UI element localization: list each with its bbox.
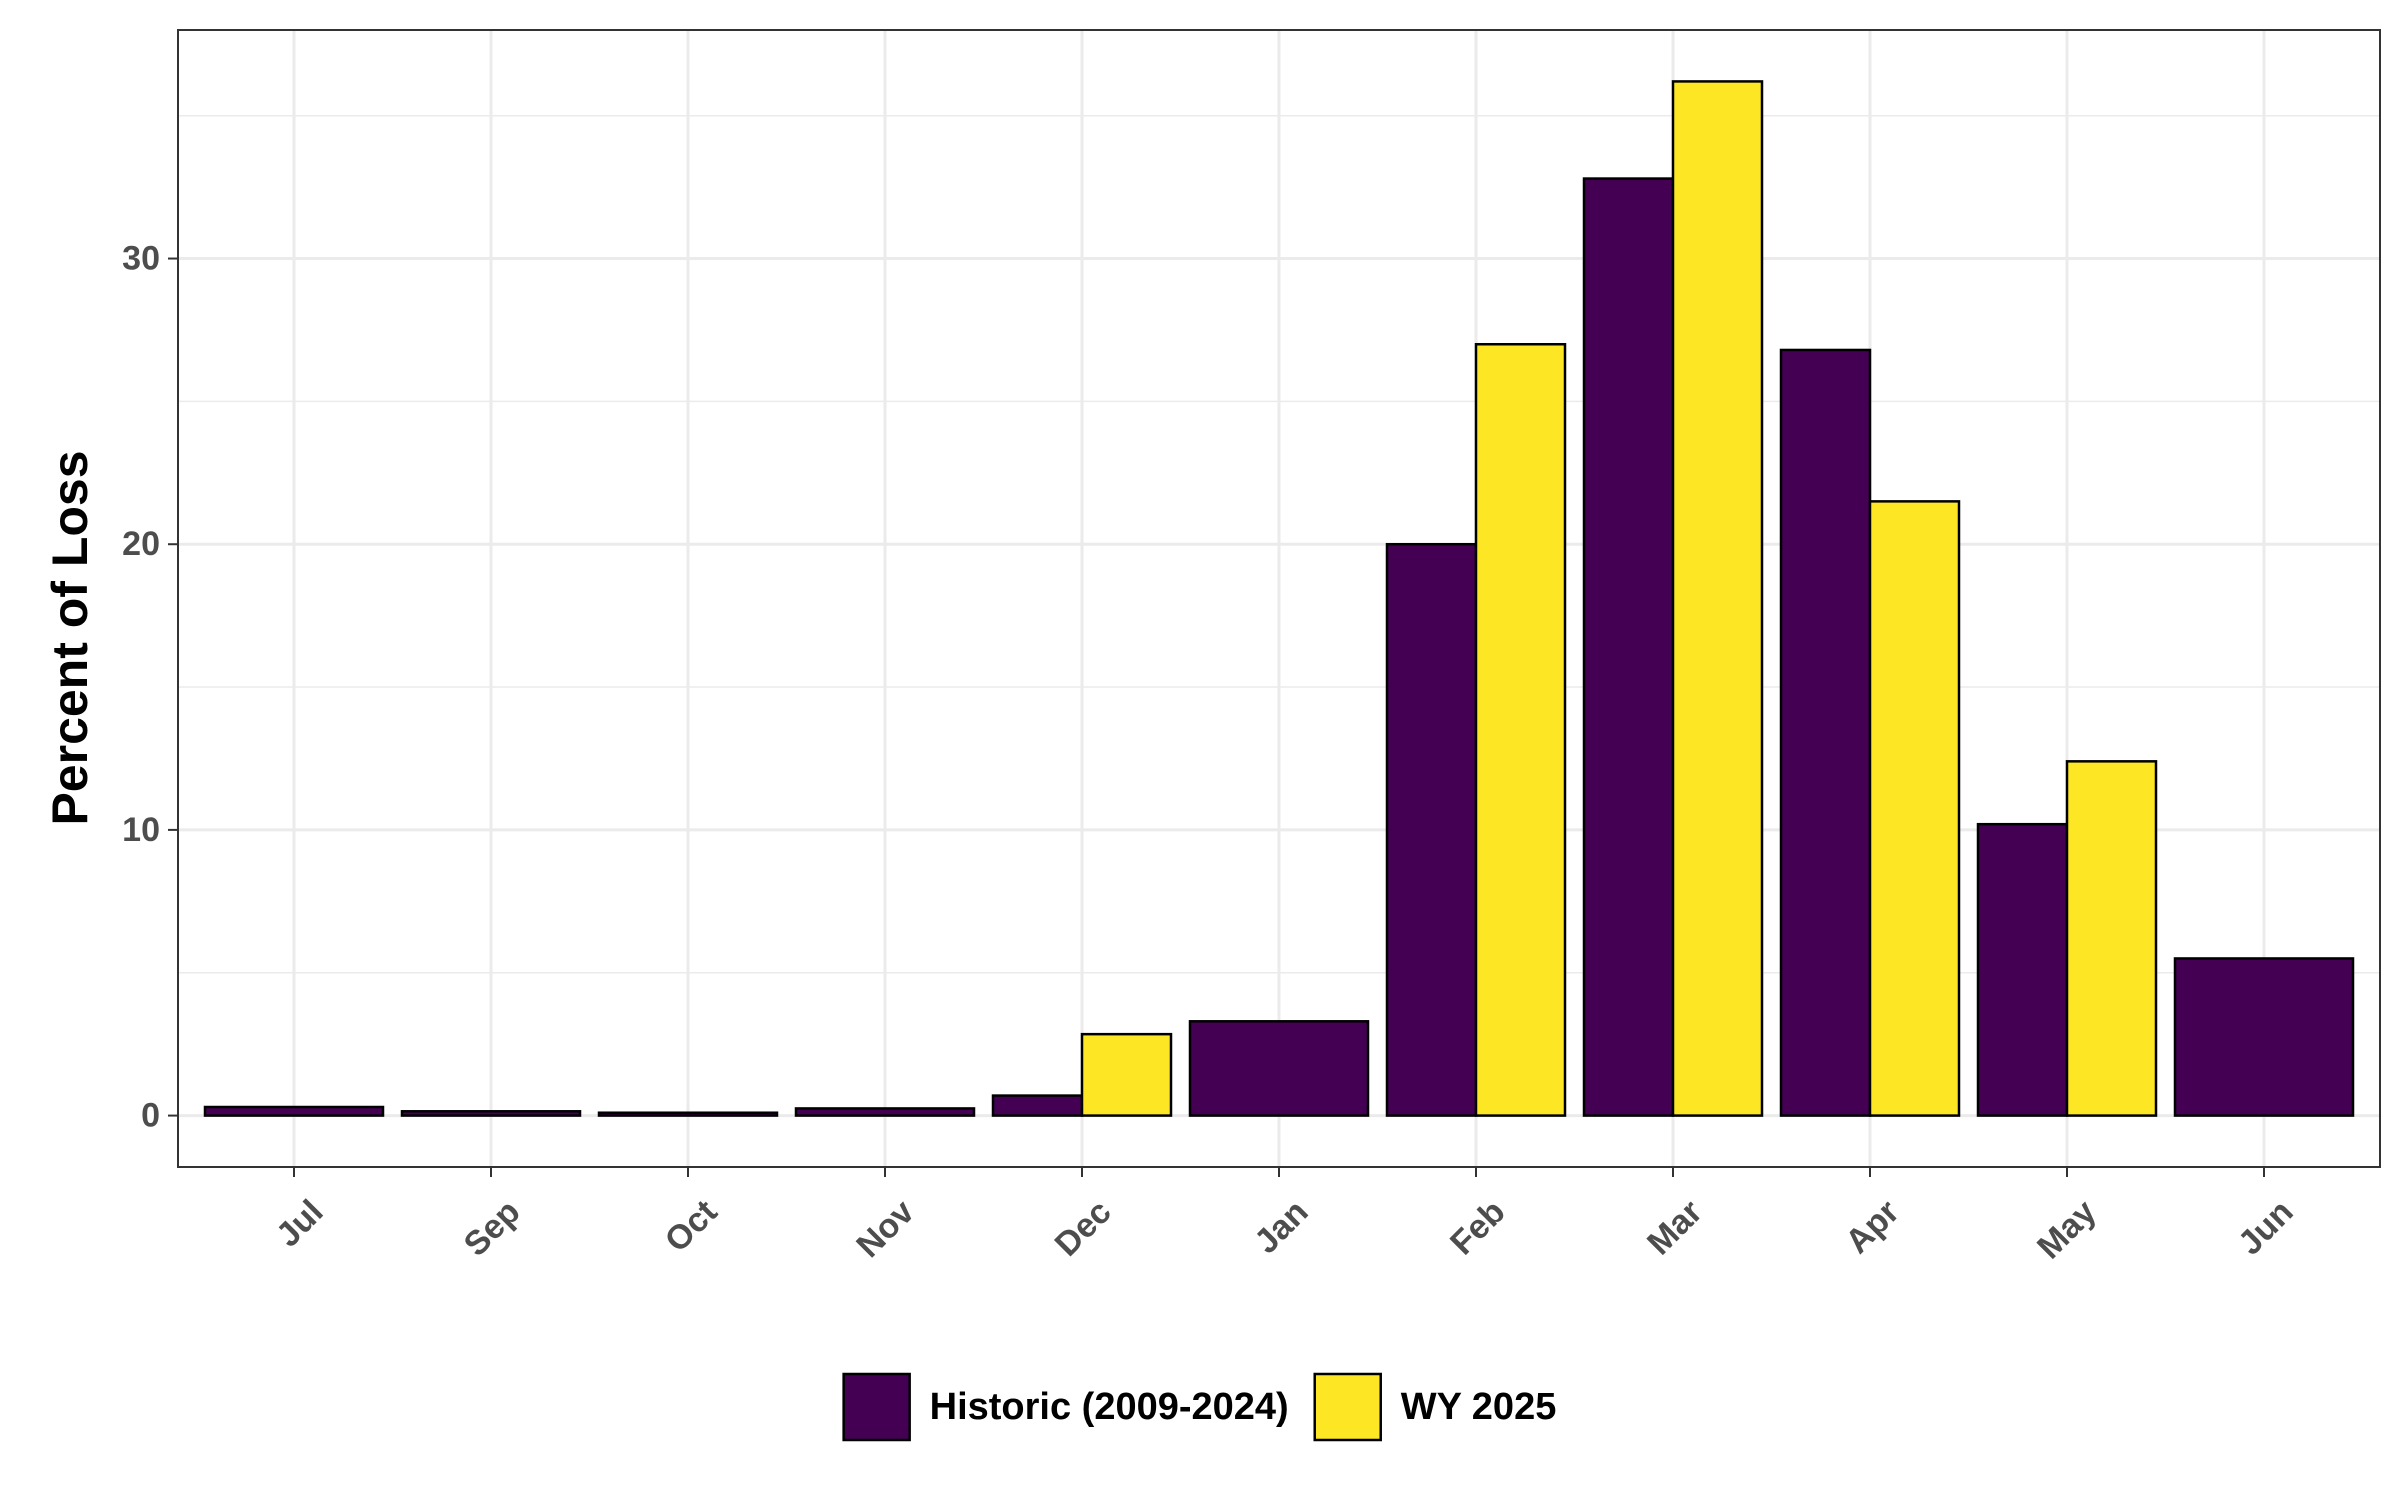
legend-key-historic xyxy=(842,1372,911,1442)
bar-wy2025-dec xyxy=(1080,1032,1173,1117)
legend: Historic (2009-2024) WY 2025 xyxy=(842,1372,1557,1442)
bar-historic-apr xyxy=(1779,348,1872,1117)
bar-wy2025-may xyxy=(2065,760,2158,1117)
y-tick-label: 0 xyxy=(141,1097,160,1135)
bars-group xyxy=(203,80,2355,1117)
y-axis-title: Percent of Loss xyxy=(42,450,98,825)
y-tick-label: 30 xyxy=(122,240,160,278)
legend-key-wy2025 xyxy=(1313,1372,1382,1442)
bar-historic-sep xyxy=(400,1110,582,1117)
bar-historic-jul xyxy=(203,1105,385,1117)
bar-wy2025-apr xyxy=(1868,500,1961,1117)
bar-historic-may xyxy=(1976,822,2069,1117)
bar-historic-jan xyxy=(1188,1020,1370,1117)
bar-historic-mar xyxy=(1582,177,1675,1117)
bar-historic-oct xyxy=(597,1111,779,1117)
legend-label-historic: Historic (2009-2024) xyxy=(930,1386,1289,1428)
y-tick-label: 20 xyxy=(122,525,160,563)
y-axis: 0 10 20 30 xyxy=(122,240,178,1135)
y-tick-label: 10 xyxy=(122,811,160,849)
bar-historic-feb xyxy=(1385,542,1478,1117)
bar-historic-jun xyxy=(2173,957,2355,1117)
bar-historic-nov xyxy=(794,1107,976,1117)
bar-historic-dec xyxy=(991,1094,1084,1117)
legend-label-wy2025: WY 2025 xyxy=(1401,1386,1557,1428)
bar-wy2025-mar xyxy=(1671,80,1764,1117)
bar-wy2025-feb xyxy=(1474,342,1567,1117)
